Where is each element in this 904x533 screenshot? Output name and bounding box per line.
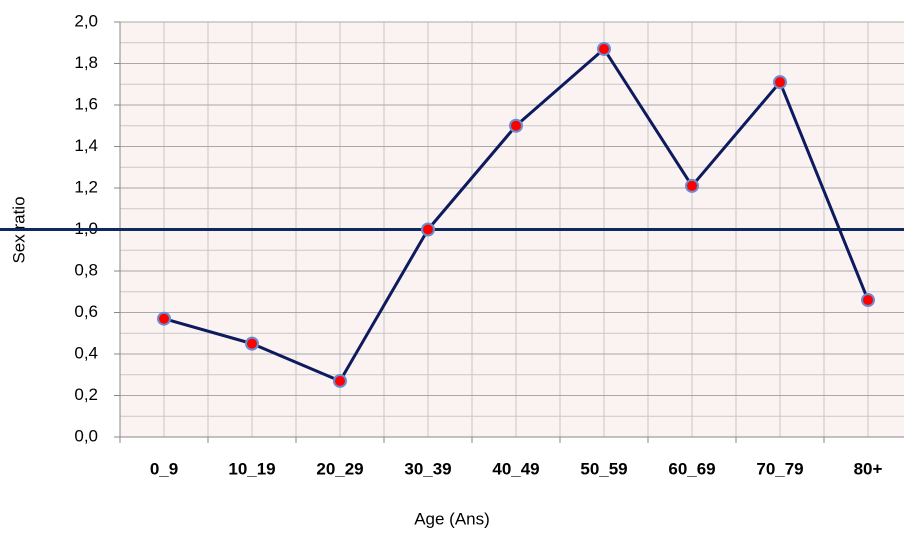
y-tick-label: 0,2 (74, 385, 98, 404)
x-axis-title: Age (Ans) (414, 509, 490, 528)
data-point (861, 293, 875, 308)
data-point (333, 373, 347, 388)
x-tick-label: 10_19 (228, 459, 275, 478)
x-tick-label: 60_69 (668, 459, 715, 478)
x-tick-label: 30_39 (404, 459, 451, 478)
y-tick-label: 0,6 (74, 302, 98, 321)
data-point (597, 41, 611, 56)
x-tick-label: 70_79 (756, 459, 803, 478)
x-tick-label: 20_29 (316, 459, 363, 478)
data-point (421, 222, 435, 237)
y-tick-label: 0,4 (74, 343, 98, 362)
y-tick-label: 2,0 (74, 11, 98, 30)
y-tick-label: 0,8 (74, 260, 98, 279)
x-tick-label: 40_49 (492, 459, 539, 478)
x-tick-label: 80+ (854, 459, 883, 478)
y-tick-label: 1,6 (74, 94, 98, 113)
y-tick-label: 1,8 (74, 53, 98, 72)
data-point (245, 336, 259, 351)
x-tick-label: 50_59 (580, 459, 627, 478)
x-tick-label: 0_9 (150, 459, 178, 478)
data-point (773, 75, 787, 90)
y-tick-label: 0,0 (74, 426, 98, 445)
data-point (685, 178, 699, 193)
y-tick-label: 1,4 (74, 136, 98, 155)
data-point (157, 311, 171, 326)
y-tick-label: 1,2 (74, 177, 98, 196)
data-point (509, 118, 523, 133)
